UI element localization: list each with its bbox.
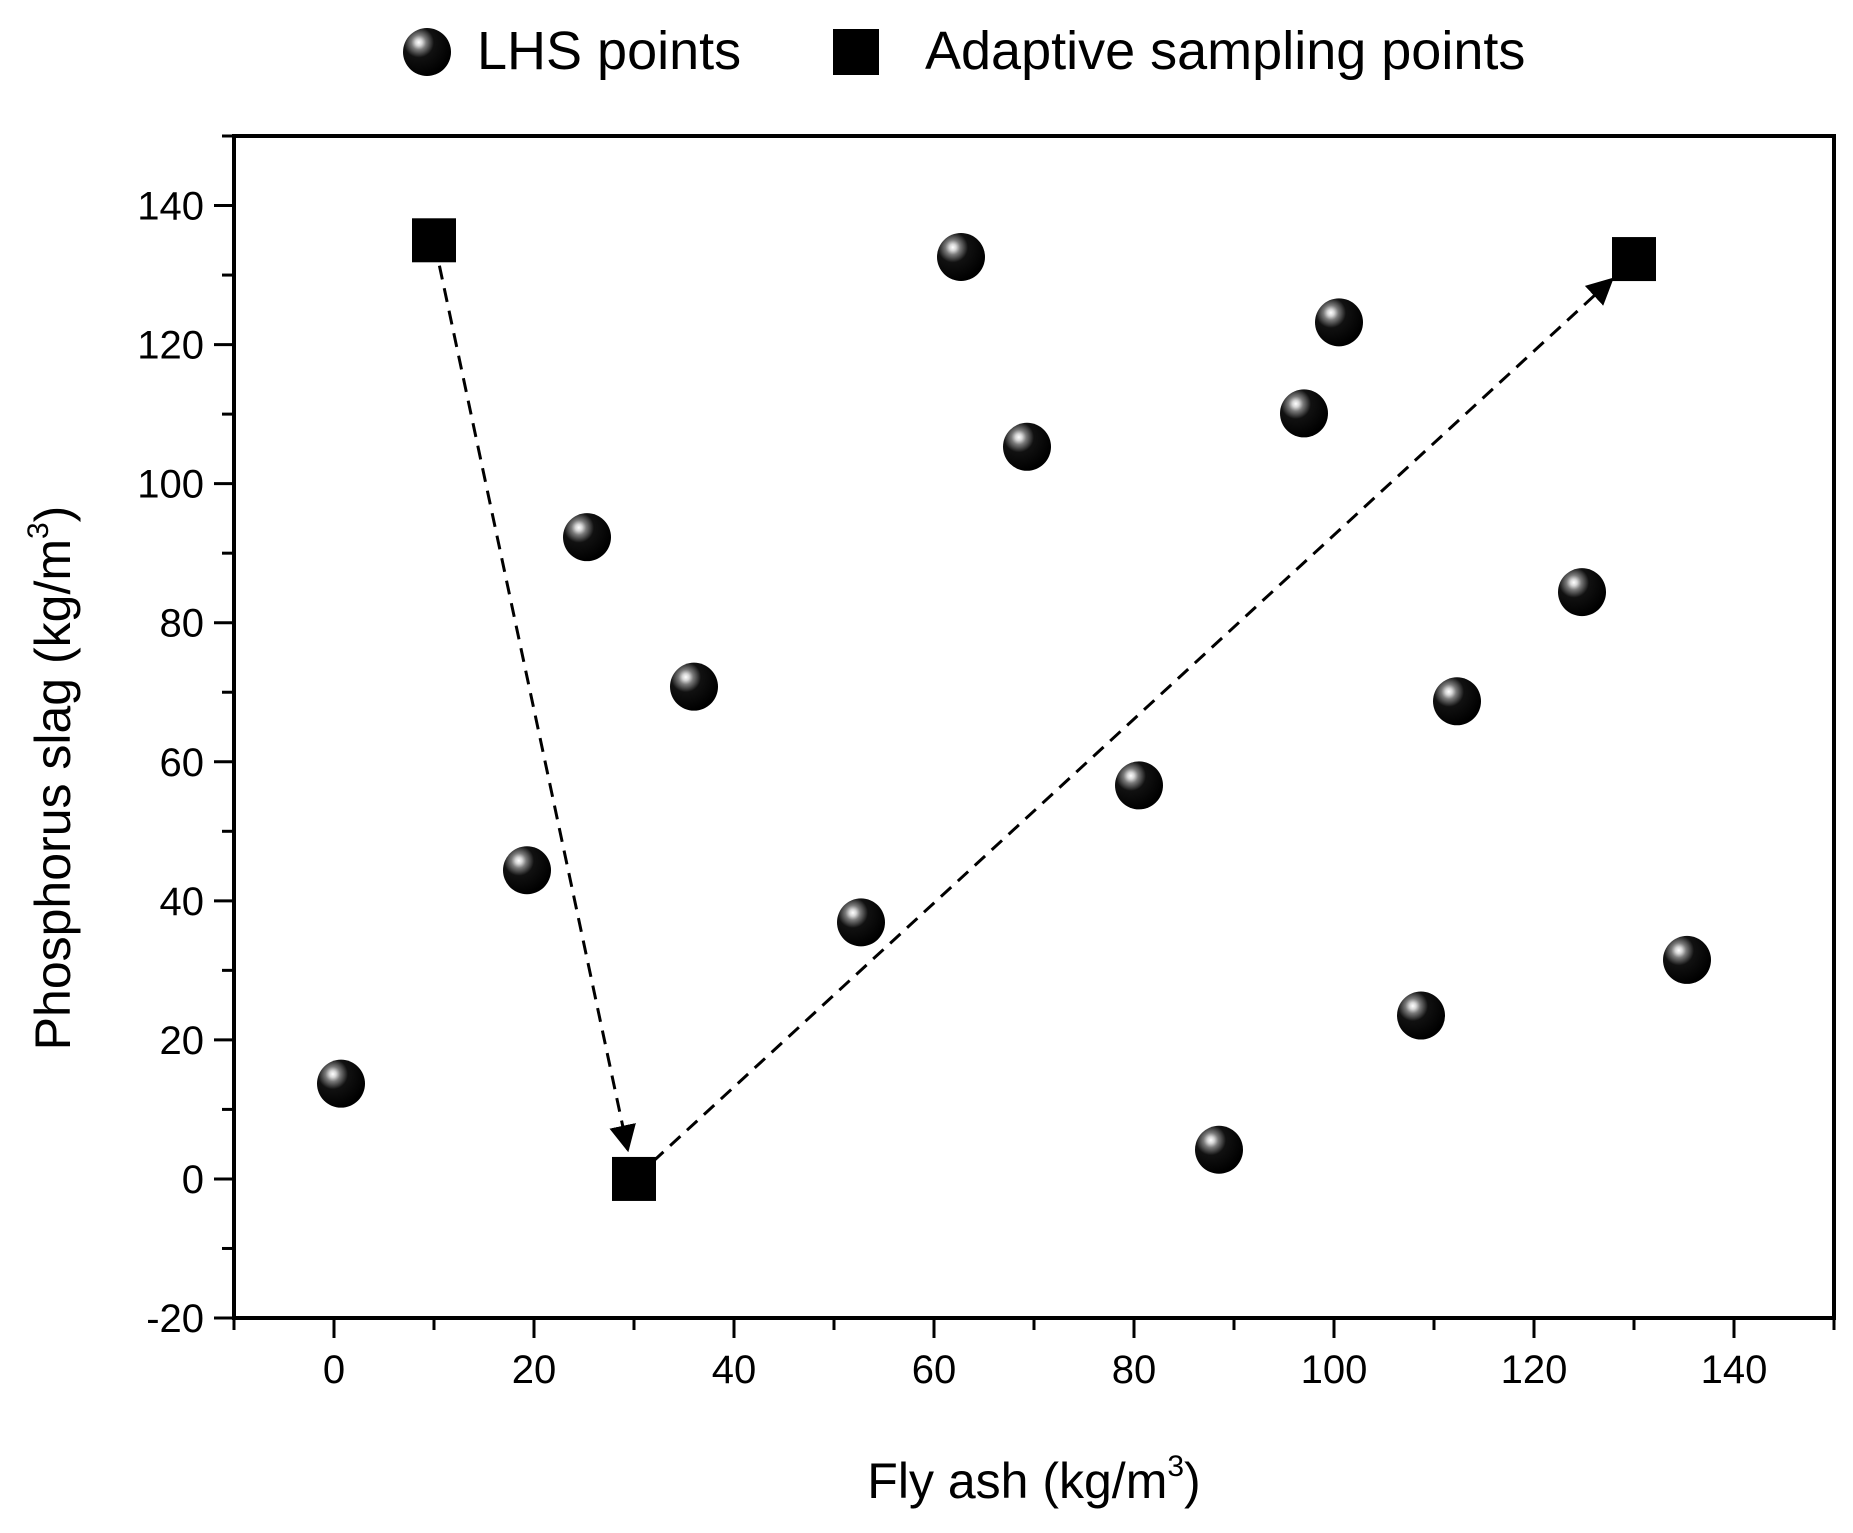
x-axis-title: Fly ash (kg/m3) bbox=[867, 1450, 1200, 1509]
lhs-point bbox=[1663, 935, 1711, 984]
lhs-point bbox=[837, 898, 885, 947]
adaptive-point bbox=[612, 1156, 656, 1201]
y-axis-tick-labels: -20 0 20 40 60 80 100 120 140 bbox=[137, 185, 204, 1341]
y-tick-label: 20 bbox=[160, 1019, 205, 1063]
legend: LHS points Adaptive sampling points bbox=[403, 21, 1525, 81]
y-tick-label: 40 bbox=[160, 880, 205, 924]
x-tick-label: 60 bbox=[912, 1348, 957, 1392]
y-axis-title-close: ) bbox=[25, 506, 81, 523]
y-tick-label: 120 bbox=[137, 324, 204, 368]
y-tick-label: 80 bbox=[160, 602, 205, 646]
y-tick-label: 60 bbox=[160, 741, 205, 785]
lhs-point bbox=[317, 1059, 365, 1108]
lhs-point bbox=[1397, 991, 1445, 1040]
adaptive-point bbox=[1612, 237, 1656, 282]
x-axis-title-text: Fly ash (kg/m bbox=[867, 1453, 1167, 1509]
x-tick-label: 120 bbox=[1501, 1348, 1568, 1392]
legend-adaptive-marker bbox=[833, 29, 879, 75]
plot-frame bbox=[232, 134, 1836, 1320]
lhs-point bbox=[670, 662, 718, 711]
sampling-path-arrows bbox=[437, 265, 1614, 1163]
y-axis-title-exponent: 3 bbox=[22, 522, 55, 539]
adaptive-point bbox=[412, 218, 456, 263]
legend-lhs-marker bbox=[403, 28, 451, 76]
y-axis-title-text: Phosphorus slag (kg/m bbox=[25, 539, 81, 1050]
lhs-point bbox=[503, 846, 551, 895]
lhs-point bbox=[1433, 677, 1481, 726]
lhs-point bbox=[1558, 568, 1606, 617]
dashed-arrow bbox=[652, 277, 1614, 1163]
x-tick-label: 0 bbox=[323, 1348, 345, 1392]
y-tick-label: 0 bbox=[182, 1158, 204, 1202]
x-tick-label: 20 bbox=[512, 1348, 557, 1392]
legend-adaptive-label: Adaptive sampling points bbox=[925, 21, 1525, 81]
adaptive-points bbox=[412, 218, 1656, 1201]
x-tick-label: 100 bbox=[1301, 1348, 1368, 1392]
y-axis-title: Phosphorus slag (kg/m3) bbox=[22, 506, 81, 1051]
x-axis-tick-labels: 0 20 40 60 80 100 120 140 bbox=[323, 1348, 1768, 1392]
lhs-point bbox=[1280, 389, 1328, 438]
lhs-points bbox=[317, 232, 1711, 1174]
x-tick-label: 140 bbox=[1701, 1348, 1768, 1392]
x-axis-ticks bbox=[232, 1318, 1836, 1338]
lhs-point bbox=[1003, 422, 1051, 471]
legend-lhs-label: LHS points bbox=[477, 21, 741, 81]
x-tick-label: 80 bbox=[1112, 1348, 1157, 1392]
y-tick-label: 140 bbox=[137, 185, 204, 229]
lhs-point bbox=[1195, 1125, 1243, 1174]
lhs-point bbox=[1115, 761, 1163, 810]
y-tick-label: -20 bbox=[146, 1297, 204, 1341]
lhs-point bbox=[563, 513, 611, 562]
x-tick-label: 40 bbox=[712, 1348, 757, 1392]
lhs-point bbox=[937, 232, 985, 281]
y-tick-label: 100 bbox=[137, 463, 204, 507]
x-axis-title-exponent: 3 bbox=[1167, 1450, 1184, 1483]
x-axis-title-close: ) bbox=[1184, 1453, 1201, 1509]
lhs-point bbox=[1315, 298, 1363, 347]
y-axis-ticks bbox=[214, 134, 234, 1320]
dashed-arrow bbox=[437, 265, 636, 1153]
